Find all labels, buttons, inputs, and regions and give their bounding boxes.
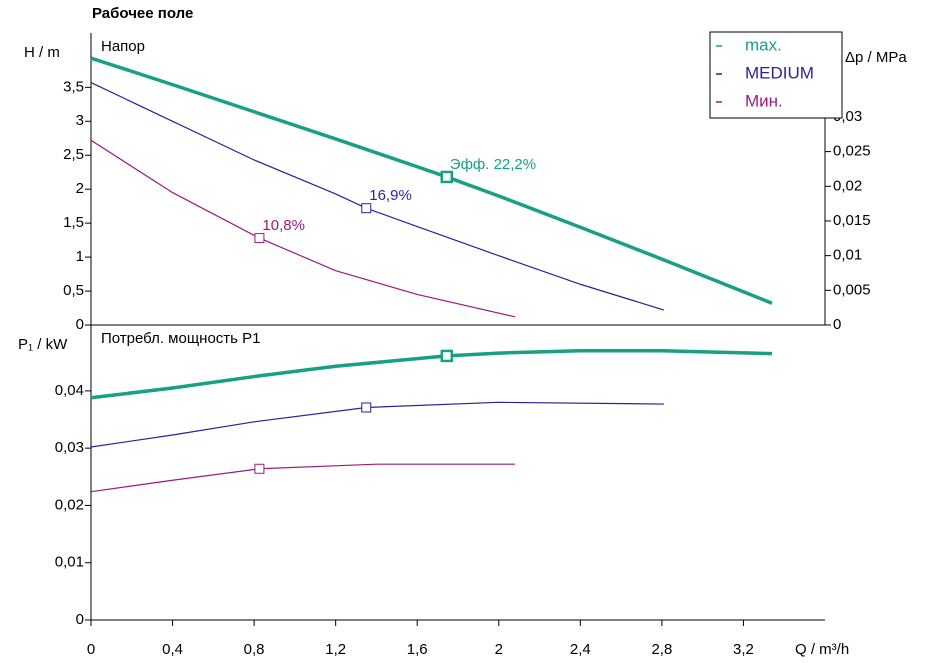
legend-label: Мин. — [745, 91, 783, 110]
y2-tick-label: 0,005 — [833, 281, 871, 298]
series-line — [90, 56, 773, 305]
x-label: Q / m³/h — [795, 641, 849, 658]
y-tick-label: 2 — [76, 180, 84, 197]
y-tick-label: 3 — [76, 112, 84, 129]
y-tick-label: 0,01 — [55, 554, 84, 571]
y2-label: Δp / MPa — [845, 49, 907, 66]
y-tick-label: 0 — [76, 611, 84, 628]
efficiency-marker — [254, 233, 265, 244]
y-tick-label: 0,04 — [55, 382, 84, 399]
page-title: Рабочее поле — [92, 5, 193, 22]
x-tick-label: 2,8 — [651, 641, 672, 658]
y-tick-label: 0,02 — [55, 496, 84, 513]
efficiency-label: 16,9% — [369, 187, 412, 204]
legend-label: MEDIUM — [745, 63, 814, 82]
efficiency-marker — [361, 203, 372, 214]
y2-tick-label: 0 — [833, 316, 841, 333]
y2-tick-label: 0,025 — [833, 143, 871, 160]
series-line — [90, 401, 664, 448]
panel-label: Потребл. мощность P1 — [101, 330, 261, 347]
efficiency-marker — [361, 402, 372, 413]
y2-tick-label: 0,01 — [833, 247, 862, 264]
x-tick-label: 2 — [495, 641, 503, 658]
x-tick-label: 0 — [87, 641, 95, 658]
x-tick-label: 0,4 — [162, 641, 183, 658]
series-line — [90, 349, 773, 400]
x-tick-label: 0,8 — [244, 641, 265, 658]
x-tick-label: 1,2 — [325, 641, 346, 658]
y-tick-label: 3,5 — [63, 78, 84, 95]
y2-tick-label: 0,02 — [833, 177, 862, 194]
efficiency-marker — [440, 170, 454, 184]
efficiency-marker — [440, 349, 454, 363]
y-label: H / m — [24, 44, 60, 61]
x-tick-label: 2,4 — [570, 641, 591, 658]
y-tick-label: 1 — [76, 248, 84, 265]
y-tick-label: 0 — [76, 316, 84, 333]
y-tick-label: 2,5 — [63, 146, 84, 163]
panel-label: Напор — [101, 38, 145, 55]
x-tick-label: 3,2 — [733, 641, 754, 658]
series-line — [90, 139, 516, 318]
efficiency-label: Эфф. 22,2% — [450, 156, 536, 173]
efficiency-marker — [254, 463, 265, 474]
efficiency-label: 10,8% — [262, 217, 305, 234]
y-tick-label: 1,5 — [63, 214, 84, 231]
y-tick-label: 0,5 — [63, 282, 84, 299]
x-tick-label: 1,6 — [407, 641, 428, 658]
y2-tick-label: 0,015 — [833, 212, 871, 229]
legend-label: max. — [745, 35, 782, 54]
legend-box — [709, 31, 843, 119]
y-label: P₁ / kW — [18, 336, 68, 353]
y-tick-label: 0,03 — [55, 439, 84, 456]
series-line — [90, 463, 516, 493]
